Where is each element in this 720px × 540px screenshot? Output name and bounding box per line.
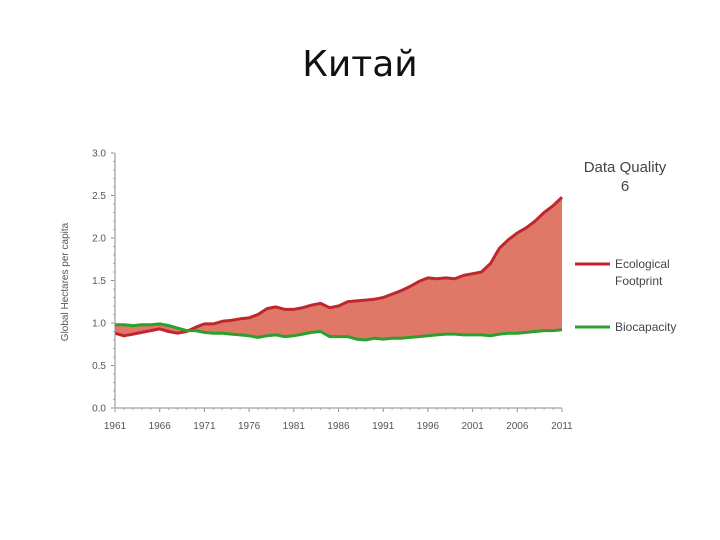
data-quality-label: Data Quality [584,159,667,176]
x-tick-label: 1981 [283,421,306,432]
y-tick-label: 0.0 [92,404,106,415]
legend-label-ecological-footprint: Footprint [615,274,663,288]
y-tick-label: 1.0 [92,319,106,330]
y-tick-label: 0.5 [92,361,106,372]
legend-label-biocapacity: Biocapacity [615,320,676,334]
y-tick-label: 1.5 [92,276,106,287]
x-tick-label: 1996 [417,421,440,432]
deficit-area [115,197,562,340]
x-tick-label: 2006 [506,421,529,432]
slide-title: Китай [302,44,418,85]
y-axis-label: Global Hectares per capita [60,222,71,341]
y-tick-label: 3.0 [92,149,106,160]
x-tick-label: 1986 [327,421,350,432]
x-tick-label: 2011 [551,421,573,432]
legend-label-ecological-footprint: Ecological [615,257,670,271]
biocapacity-line [115,322,563,342]
y-tick-label: 2.5 [92,191,106,202]
x-tick-label: 1976 [238,421,261,432]
x-tick-label: 1991 [372,421,395,432]
x-tick-label: 1971 [193,421,216,432]
data-quality-value: 6 [621,178,629,195]
x-tick-label: 1961 [104,421,127,432]
x-tick-label: 1966 [149,421,172,432]
x-tick-label: 2001 [461,421,484,432]
y-tick-label: 2.0 [92,234,106,245]
